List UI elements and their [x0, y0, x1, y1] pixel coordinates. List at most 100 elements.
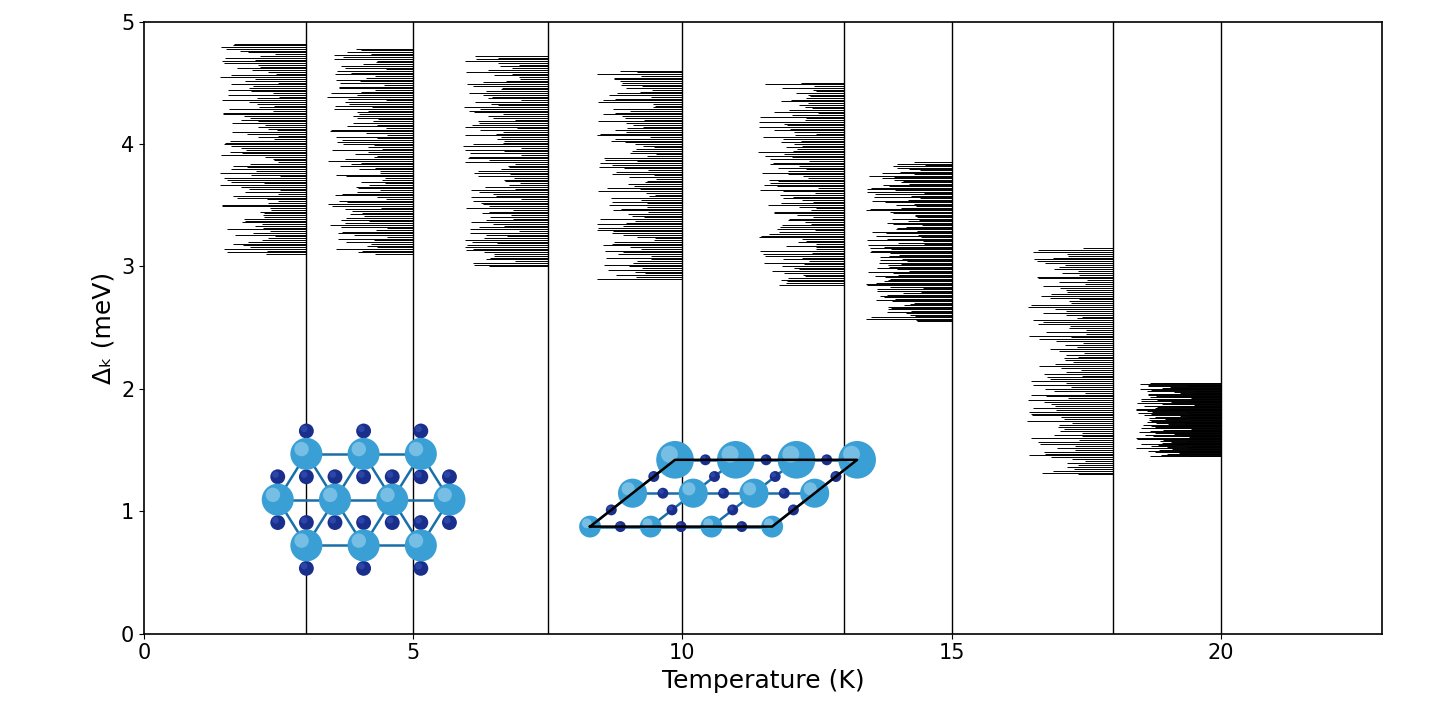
Circle shape: [301, 426, 308, 432]
Circle shape: [415, 471, 422, 478]
Circle shape: [330, 471, 336, 478]
Circle shape: [359, 563, 364, 570]
Circle shape: [780, 489, 785, 494]
Circle shape: [710, 472, 716, 477]
Circle shape: [347, 438, 380, 470]
Circle shape: [444, 471, 451, 478]
Circle shape: [291, 529, 323, 562]
Circle shape: [405, 529, 436, 562]
Circle shape: [778, 441, 815, 479]
Circle shape: [380, 487, 395, 502]
Circle shape: [413, 561, 428, 576]
Circle shape: [376, 484, 409, 516]
Circle shape: [272, 471, 279, 478]
Circle shape: [789, 505, 795, 510]
Circle shape: [618, 479, 647, 508]
Circle shape: [717, 441, 755, 479]
Circle shape: [762, 516, 783, 538]
Circle shape: [760, 454, 772, 465]
Circle shape: [415, 563, 422, 570]
Circle shape: [762, 456, 768, 461]
Circle shape: [386, 471, 393, 478]
Circle shape: [384, 469, 400, 485]
Circle shape: [356, 469, 372, 485]
Circle shape: [675, 521, 687, 532]
Circle shape: [442, 469, 456, 485]
Circle shape: [658, 487, 668, 499]
Circle shape: [822, 456, 828, 461]
X-axis label: Temperature (K): Temperature (K): [662, 669, 864, 693]
Circle shape: [415, 517, 422, 523]
Circle shape: [765, 518, 773, 528]
Circle shape: [779, 487, 789, 499]
Circle shape: [770, 471, 780, 482]
Circle shape: [301, 517, 308, 523]
Circle shape: [736, 521, 747, 532]
Circle shape: [327, 469, 343, 485]
Circle shape: [668, 505, 672, 510]
Circle shape: [444, 517, 451, 523]
Circle shape: [721, 446, 739, 463]
Circle shape: [266, 487, 281, 502]
Circle shape: [330, 517, 336, 523]
Circle shape: [318, 484, 351, 516]
Circle shape: [409, 534, 423, 548]
Circle shape: [582, 518, 592, 528]
Circle shape: [708, 471, 720, 482]
Circle shape: [622, 482, 635, 495]
Circle shape: [661, 446, 678, 463]
Circle shape: [384, 515, 400, 530]
Circle shape: [413, 515, 428, 530]
Circle shape: [356, 561, 372, 576]
Circle shape: [351, 534, 366, 548]
Circle shape: [300, 423, 314, 438]
Circle shape: [648, 471, 660, 482]
Circle shape: [301, 563, 308, 570]
Circle shape: [386, 517, 393, 523]
Circle shape: [838, 441, 876, 479]
Circle shape: [300, 561, 314, 576]
Circle shape: [271, 469, 285, 485]
Circle shape: [720, 489, 724, 494]
Circle shape: [347, 529, 380, 562]
Circle shape: [678, 479, 708, 508]
Circle shape: [606, 505, 616, 516]
Circle shape: [832, 472, 837, 477]
Circle shape: [804, 482, 816, 495]
Circle shape: [727, 505, 739, 516]
Circle shape: [359, 426, 364, 432]
Circle shape: [615, 521, 626, 532]
Circle shape: [433, 484, 465, 516]
Circle shape: [300, 515, 314, 530]
Circle shape: [703, 518, 713, 528]
Circle shape: [842, 446, 860, 463]
Circle shape: [649, 472, 655, 477]
Circle shape: [301, 471, 308, 478]
Circle shape: [262, 484, 294, 516]
Circle shape: [294, 534, 308, 548]
Circle shape: [323, 487, 337, 502]
Circle shape: [639, 516, 662, 538]
Circle shape: [413, 423, 428, 438]
Circle shape: [327, 515, 343, 530]
Circle shape: [642, 518, 652, 528]
Circle shape: [442, 515, 456, 530]
Circle shape: [657, 441, 694, 479]
Circle shape: [821, 454, 832, 465]
Circle shape: [801, 479, 829, 508]
Circle shape: [405, 438, 436, 470]
Circle shape: [667, 505, 677, 516]
Circle shape: [409, 442, 423, 456]
Circle shape: [271, 515, 285, 530]
Circle shape: [701, 456, 706, 461]
Circle shape: [737, 523, 743, 528]
Circle shape: [300, 469, 314, 485]
Circle shape: [729, 505, 733, 510]
Circle shape: [294, 442, 308, 456]
Circle shape: [438, 487, 452, 502]
Y-axis label: Δₖ (meV): Δₖ (meV): [92, 271, 115, 384]
Circle shape: [782, 446, 799, 463]
Circle shape: [616, 523, 621, 528]
Circle shape: [658, 489, 664, 494]
Circle shape: [356, 423, 372, 438]
